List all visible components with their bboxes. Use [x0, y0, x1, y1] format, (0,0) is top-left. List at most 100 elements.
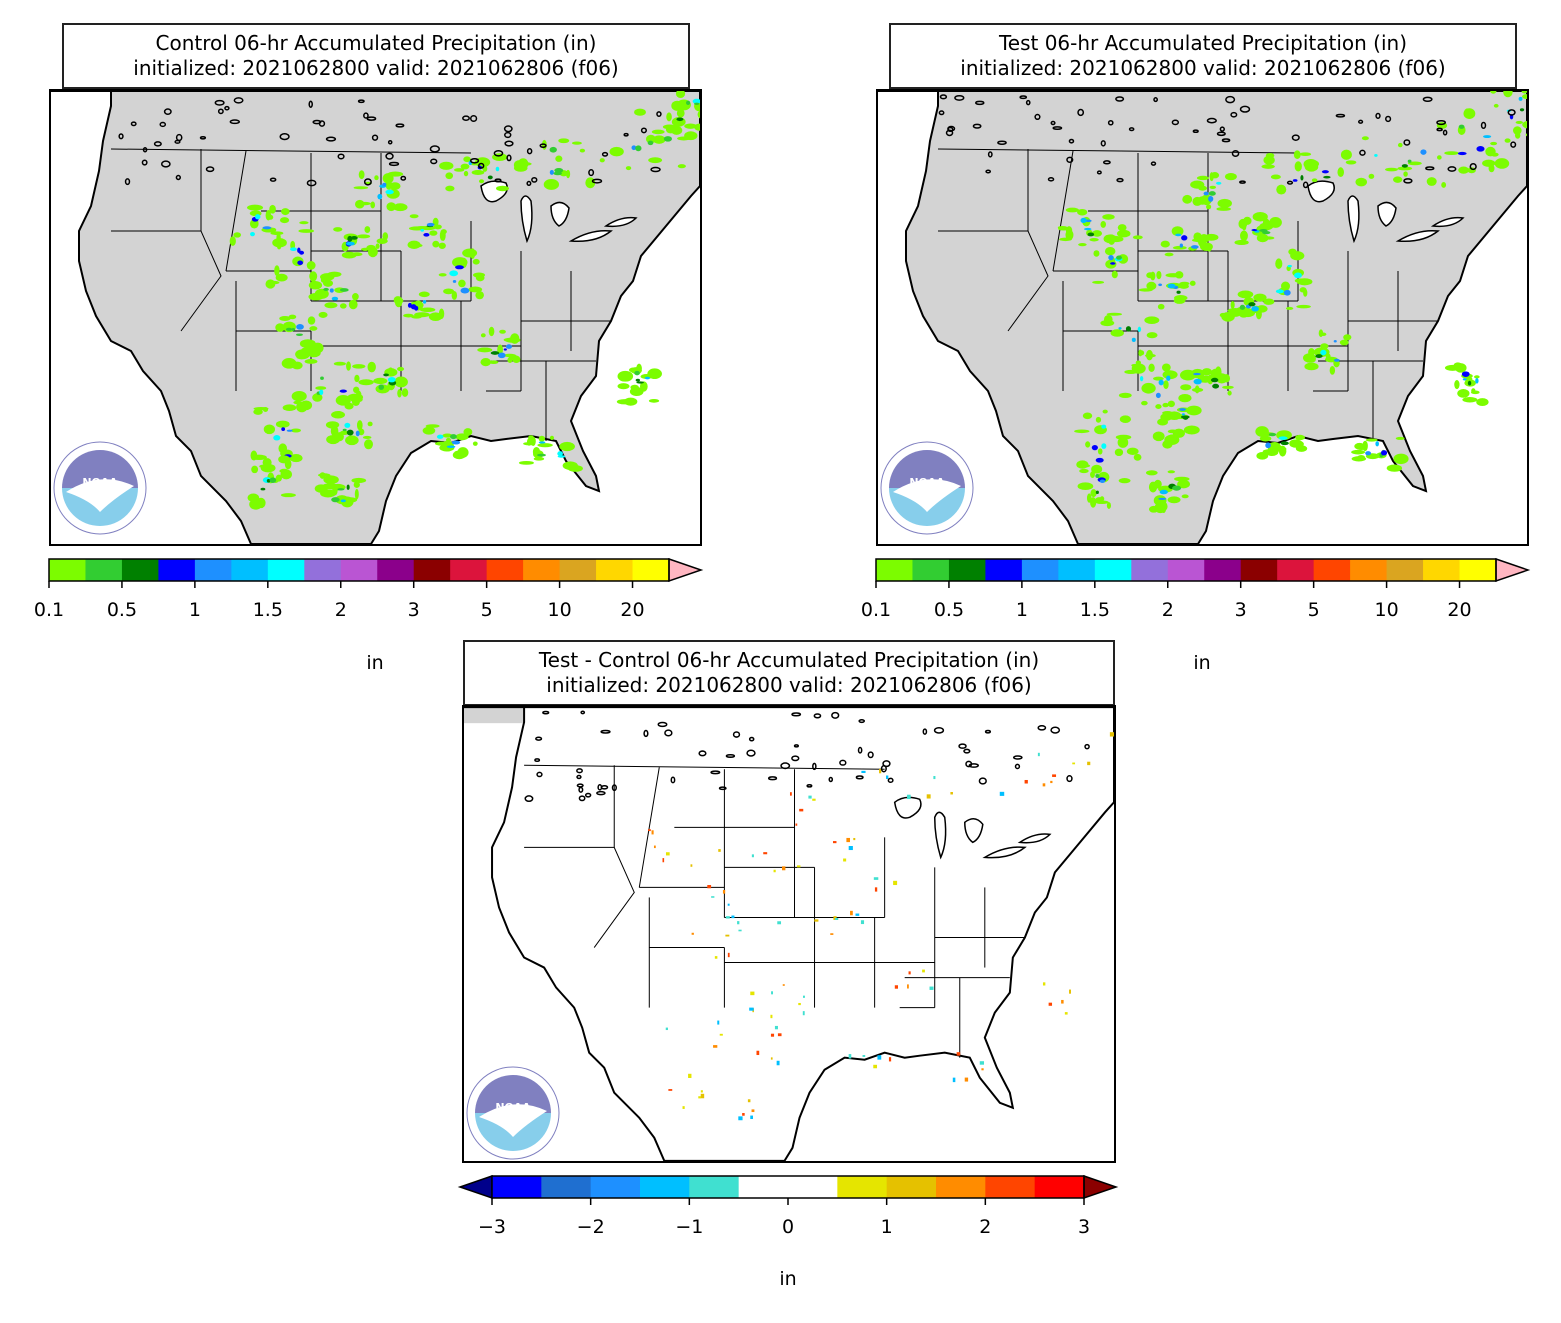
small-lake	[387, 139, 393, 145]
precip-cell	[428, 312, 443, 321]
small-lake	[600, 785, 609, 790]
precip-core	[455, 265, 464, 270]
colorbar-tick-label: 3	[1235, 599, 1247, 621]
precip-core	[1095, 473, 1100, 479]
colorbar-swatch	[632, 559, 670, 581]
precip-core	[636, 381, 644, 384]
diff-speck	[894, 985, 899, 989]
precip-cell	[1259, 222, 1274, 231]
diff-speck	[725, 934, 730, 937]
precip-cell	[1270, 174, 1281, 180]
precip-cell	[1106, 312, 1123, 316]
small-lake	[670, 776, 676, 784]
small-lake	[793, 744, 800, 748]
precip-cell	[1090, 489, 1097, 498]
precip-cell	[263, 424, 276, 435]
precip-cell	[651, 129, 665, 135]
precip-cell	[1237, 290, 1254, 299]
precip-cell	[355, 199, 365, 209]
precip-core	[1461, 371, 1470, 377]
precip-cell	[1329, 365, 1336, 375]
state-border	[111, 230, 222, 332]
colorbar-swatch	[158, 559, 196, 581]
colorbar-swatch	[1034, 1176, 1085, 1198]
precip-core	[344, 422, 351, 428]
colorbar-tick-label: 2	[1162, 599, 1174, 621]
small-lake	[806, 784, 813, 788]
precip-cell	[471, 170, 485, 176]
precip-cell	[1515, 120, 1523, 125]
precip-cell	[1180, 384, 1192, 391]
precip-core	[346, 484, 350, 490]
precip-cell	[393, 203, 408, 212]
small-lake	[1239, 105, 1251, 113]
diff-speck	[747, 1099, 751, 1103]
small-lake	[163, 108, 172, 115]
precip-cell	[256, 497, 266, 509]
precip-cell	[1144, 316, 1160, 324]
precip-cell	[279, 316, 291, 322]
precip-core	[1292, 179, 1298, 182]
precip-cell	[318, 311, 328, 318]
precip-cell	[387, 171, 404, 177]
precip-cell	[504, 337, 521, 343]
small-lake	[430, 158, 438, 165]
diff-speck	[979, 1061, 985, 1065]
precip-cell	[1397, 166, 1413, 171]
diff-speck	[1042, 982, 1046, 986]
colorbar-swatch	[985, 1176, 1036, 1198]
colorbar-swatch	[886, 1176, 937, 1198]
precip-cell	[549, 435, 554, 440]
precip-core	[285, 327, 293, 331]
precip-cell	[1466, 377, 1473, 382]
small-lake	[576, 768, 583, 774]
precip-cell	[1494, 158, 1510, 169]
diff-speck	[926, 794, 931, 799]
colorbar-swatch	[689, 1176, 740, 1198]
precip-cell	[1234, 239, 1249, 246]
diff-speck	[737, 921, 740, 925]
precip-core	[452, 280, 457, 283]
diff-speck	[700, 1093, 705, 1099]
precip-core	[1248, 302, 1256, 307]
precip-cell	[1296, 304, 1311, 309]
colorbar-swatch	[1131, 559, 1169, 581]
precip-cell	[373, 377, 388, 385]
precip-cell	[1337, 167, 1344, 178]
colorbar-tick-label: 1	[881, 1216, 893, 1238]
small-lake	[1128, 127, 1135, 132]
colorbar-swatch	[1277, 559, 1315, 581]
test-title: Test 06-hr Accumulated Precipitation (in…	[889, 23, 1517, 89]
precip-cell	[1116, 229, 1131, 238]
precip-core	[635, 145, 642, 152]
small-lake	[214, 99, 225, 106]
precip-cell	[299, 339, 316, 349]
precip-cell	[304, 359, 318, 364]
diff-speck	[812, 798, 816, 801]
small-lake	[400, 175, 407, 181]
small-lake	[1050, 120, 1056, 126]
small-lake	[939, 94, 948, 100]
precip-core	[1158, 283, 1163, 287]
small-lake	[1436, 127, 1443, 132]
precip-cell	[275, 420, 290, 428]
colorbar-tick-label: 10	[547, 599, 571, 621]
diff-speck	[773, 869, 776, 873]
small-lake	[1225, 95, 1236, 104]
diff-speck	[770, 1057, 773, 1060]
precip-cell	[507, 357, 513, 363]
precip-cell	[1395, 436, 1405, 440]
small-lake	[985, 169, 992, 174]
precip-cell	[463, 156, 471, 163]
precip-cell	[1114, 448, 1124, 457]
precip-cell	[1293, 150, 1301, 159]
precip-core	[1193, 372, 1201, 376]
precip-cell	[1163, 380, 1169, 390]
precip-cell	[634, 108, 646, 116]
precip-core	[1080, 217, 1087, 224]
state-border	[938, 230, 1049, 332]
small-lake	[141, 159, 148, 166]
control-title-line1: Control 06-hr Accumulated Precipitation …	[155, 31, 597, 55]
precip-core	[1155, 392, 1161, 399]
diff-speck	[848, 1054, 852, 1059]
